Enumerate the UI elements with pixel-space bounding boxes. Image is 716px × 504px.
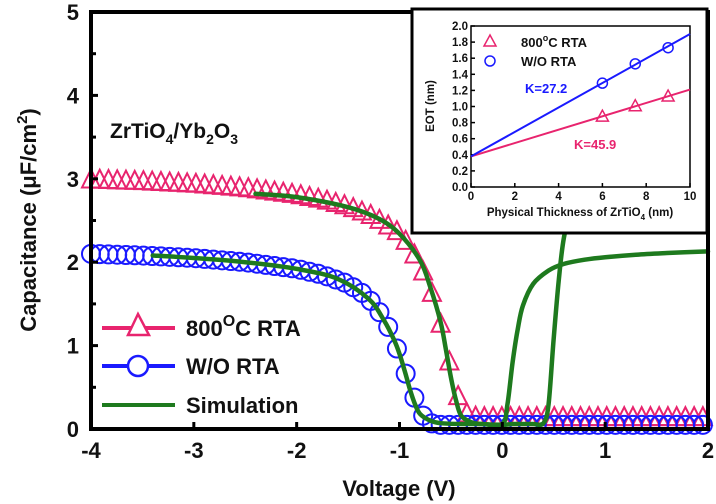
inset-k-label-wo-rta: K=27.2 bbox=[525, 81, 567, 96]
inset-k-label-800c-rta: K=45.9 bbox=[574, 137, 616, 152]
inset-series-group bbox=[470, 33, 691, 158]
inset-y-tick-label: 1.4 bbox=[452, 69, 469, 81]
inset-ticks bbox=[470, 25, 691, 188]
inset-legend-triangle-marker bbox=[482, 33, 498, 47]
triangle-marker bbox=[412, 259, 434, 281]
inset-legend-item-wo-rta: W/O RTA bbox=[484, 54, 577, 69]
legend-circle-marker bbox=[126, 354, 150, 378]
main-legend: 800OC RTA W/O RTA Simulation bbox=[102, 311, 301, 418]
inset-x-tick-label: 8 bbox=[643, 191, 650, 203]
legend-item-wo-rta: W/O RTA bbox=[102, 354, 280, 379]
inset-x-tick-label: 2 bbox=[512, 191, 518, 203]
triangle-marker bbox=[395, 228, 417, 250]
inset-x-tick-label: 4 bbox=[555, 191, 562, 203]
inset-y-tick-label: 1.6 bbox=[452, 53, 468, 65]
inset-y-axis-label: EOT (nm) bbox=[425, 80, 437, 132]
inset-legend-circle-marker bbox=[484, 55, 496, 67]
y-tick-label: 3 bbox=[67, 167, 79, 192]
x-tick-label: 1 bbox=[599, 438, 611, 463]
circle-marker bbox=[684, 414, 705, 435]
x-tick-label: 2 bbox=[702, 438, 714, 463]
y-tick-label: 4 bbox=[67, 83, 80, 108]
series-wo-rta bbox=[81, 243, 713, 435]
inset-background bbox=[410, 7, 709, 235]
main-series-group bbox=[80, 153, 714, 435]
y-axis-label: Capacitance (μF/cm2) bbox=[14, 108, 41, 332]
inset-y-tick-label: 0.2 bbox=[452, 166, 468, 178]
triangle-marker bbox=[403, 242, 426, 264]
svg-text:800oC RTA: 800oC RTA bbox=[521, 33, 588, 50]
y-tick-label: 2 bbox=[67, 250, 79, 275]
circle-marker bbox=[378, 316, 399, 337]
y-tick-label: 5 bbox=[67, 0, 79, 25]
circle-marker bbox=[692, 414, 713, 435]
circle-marker bbox=[386, 338, 407, 359]
simulation-curve-3 bbox=[150, 249, 711, 428]
inset-triangle-marker bbox=[595, 108, 610, 122]
material-annotation: ZrTiO4/Yb2O3 bbox=[110, 120, 238, 147]
circle-marker bbox=[369, 302, 390, 323]
inset-y-tick-label: 2.0 bbox=[452, 21, 468, 33]
x-tick-label: -1 bbox=[390, 438, 410, 463]
inset-chart: 0 2 4 6 8 10 0.0 0.2 0.4 0.6 0.8 1.0 1.2 1.4 1.6 1.8 2.0… bbox=[410, 7, 709, 235]
svg-text:Simulation: Simulation bbox=[186, 393, 298, 418]
inset-fit-line bbox=[470, 88, 691, 158]
main-plot: -4 -3 -2 -1 0 1 2 0 1 2 3 4 5 Voltage (V) Capacitanc… bbox=[14, 0, 714, 501]
circle-marker bbox=[325, 269, 346, 290]
main-tick-labels: -4 -3 -2 -1 0 1 2 0 1 2 3 4 5 bbox=[67, 0, 714, 463]
x-tick-label: -4 bbox=[81, 438, 101, 463]
y-tick-label: 0 bbox=[67, 417, 79, 442]
triangle-marker bbox=[421, 280, 443, 302]
inset-circle-marker bbox=[596, 77, 609, 89]
inset-y-tick-label: 0.6 bbox=[452, 134, 468, 146]
inset-fit-line bbox=[470, 33, 691, 158]
inset-y-tick-label: 0.8 bbox=[452, 118, 469, 130]
inset-triangle-marker bbox=[627, 98, 643, 112]
svg-text:800OC RTA: 800OC RTA bbox=[186, 313, 301, 341]
triangle-marker bbox=[377, 213, 399, 235]
svg-text:W/O RTA: W/O RTA bbox=[186, 354, 280, 379]
main-ticks bbox=[89, 10, 710, 431]
x-axis-label: Voltage (V) bbox=[342, 476, 455, 501]
inset-x-tick-label: 10 bbox=[684, 191, 697, 203]
y-tick-label: 1 bbox=[67, 334, 79, 359]
inset-y-tick-label: 1.0 bbox=[452, 102, 468, 114]
x-tick-label: -2 bbox=[287, 438, 307, 463]
legend-item-simulation: Simulation bbox=[102, 393, 298, 418]
inset-x-tick-label: 6 bbox=[599, 191, 605, 203]
inset-y-tick-label: 0.0 bbox=[452, 182, 468, 194]
inset-y-tick-label: 1.2 bbox=[452, 85, 468, 97]
inset-circle-marker bbox=[629, 58, 641, 70]
inset-legend: 800oC RTA W/O RTA bbox=[482, 33, 588, 69]
inset-x-tick-label: 0 bbox=[468, 191, 474, 203]
inset-circle-marker bbox=[662, 41, 674, 54]
svg-text:W/O RTA: W/O RTA bbox=[521, 54, 577, 69]
inset-y-tick-label: 1.8 bbox=[452, 37, 469, 49]
legend-triangle-marker bbox=[126, 311, 152, 337]
inset-x-axis-label: Physical Thickness of ZrTiO4 (nm) bbox=[487, 207, 674, 222]
inset-legend-item-800c-rta: 800oC RTA bbox=[482, 33, 588, 50]
x-tick-label: -3 bbox=[184, 438, 204, 463]
inset-series-rta800 bbox=[470, 88, 691, 158]
inset-tick-labels: 0 2 4 6 8 10 0.0 0.2 0.4 0.6 0.8 1.0 1.2 1.4 1.6 1.8 2.0 bbox=[452, 21, 696, 203]
inset-y-tick-label: 0.4 bbox=[452, 150, 469, 162]
inset-triangle-marker bbox=[660, 88, 676, 102]
x-tick-label: 0 bbox=[496, 438, 508, 463]
inset-series-wo_rta bbox=[470, 33, 691, 158]
legend-item-800c-rta: 800OC RTA bbox=[102, 311, 301, 341]
